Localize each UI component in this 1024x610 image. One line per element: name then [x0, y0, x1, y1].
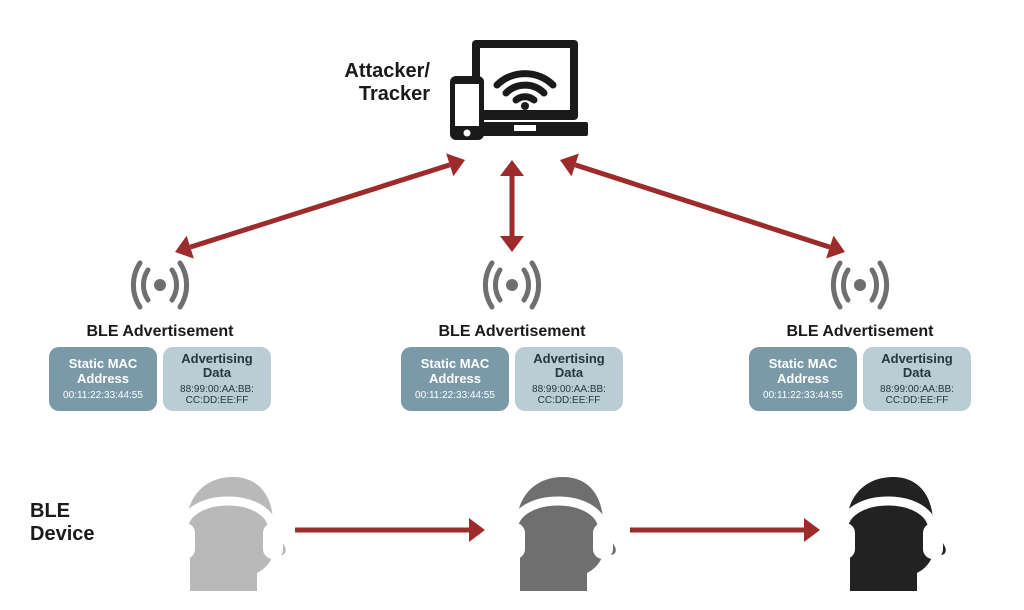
adv-value: 88:99:00:AA:BB:CC:DD:EE:FF: [169, 384, 265, 406]
attacker-icon: [440, 30, 590, 150]
static-mac-box: Static MACAddress 00:11:22:33:44:55: [401, 347, 509, 411]
ble-device-label: BLEDevice: [30, 500, 150, 546]
ble-device-label-text: BLEDevice: [30, 500, 95, 545]
signal-icon: [125, 255, 195, 320]
advertisement-packet: Static MACAddress 00:11:22:33:44:55Adver…: [749, 347, 971, 411]
mac-value: 00:11:22:33:44:55: [55, 390, 151, 401]
advertising-data-box: AdvertisingData 88:99:00:AA:BB:CC:DD:EE:…: [163, 347, 271, 411]
ble-advertisement-title: BLE Advertisement: [412, 323, 612, 341]
mac-value: 00:11:22:33:44:55: [407, 390, 503, 401]
advertising-data-box: AdvertisingData 88:99:00:AA:BB:CC:DD:EE:…: [863, 347, 971, 411]
advertisement-packet: Static MACAddress 00:11:22:33:44:55Adver…: [49, 347, 271, 411]
headphones-user-icon: [165, 465, 295, 600]
static-mac-box: Static MACAddress 00:11:22:33:44:55: [749, 347, 857, 411]
mac-value: 00:11:22:33:44:55: [755, 390, 851, 401]
signal-icon: [477, 255, 547, 320]
ble-advertisement-title: BLE Advertisement: [760, 323, 960, 341]
headphones-user-icon: [495, 465, 625, 600]
headphones-user-icon: [825, 465, 955, 600]
advertising-data-box: AdvertisingData 88:99:00:AA:BB:CC:DD:EE:…: [515, 347, 623, 411]
advertisement-packet: Static MACAddress 00:11:22:33:44:55Adver…: [401, 347, 623, 411]
mac-title: Static MACAddress: [755, 357, 851, 386]
static-mac-box: Static MACAddress 00:11:22:33:44:55: [49, 347, 157, 411]
ble-advertisement-title: BLE Advertisement: [60, 323, 260, 341]
adv-title: AdvertisingData: [869, 352, 965, 381]
adv-value: 88:99:00:AA:BB:CC:DD:EE:FF: [521, 384, 617, 406]
mac-title: Static MACAddress: [407, 357, 503, 386]
phone-icon: [450, 76, 484, 140]
attacker-label-text: Attacker/Tracker: [344, 60, 430, 105]
attacker-label: Attacker/Tracker: [320, 60, 430, 106]
adv-title: AdvertisingData: [169, 352, 265, 381]
signal-icon: [825, 255, 895, 320]
adv-title: AdvertisingData: [521, 352, 617, 381]
mac-title: Static MACAddress: [55, 357, 151, 386]
adv-value: 88:99:00:AA:BB:CC:DD:EE:FF: [869, 384, 965, 406]
